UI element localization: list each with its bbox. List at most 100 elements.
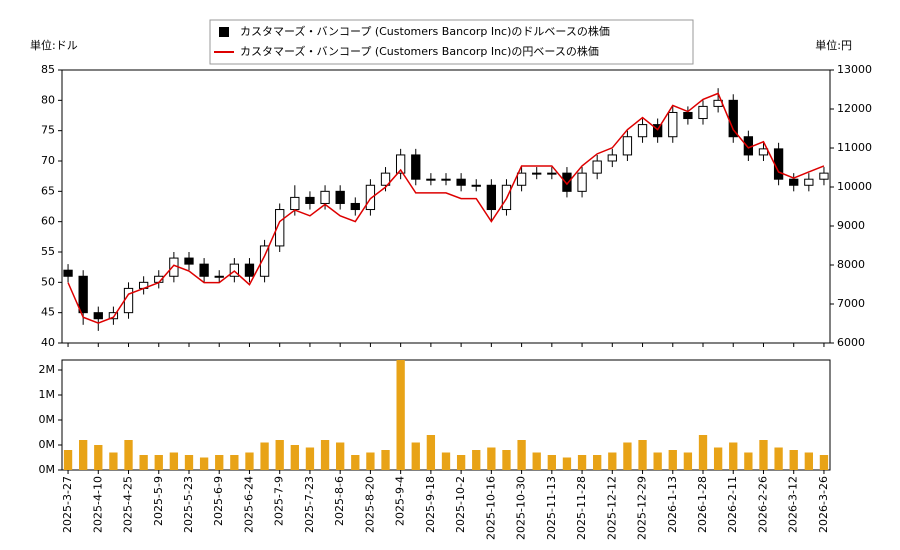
candle-body [63, 269, 73, 277]
volume-bar [411, 442, 420, 470]
candle-body [456, 178, 466, 186]
volume-bar [517, 440, 526, 470]
candle-body [683, 111, 693, 120]
volume-bar [608, 452, 617, 470]
candle-body [607, 154, 617, 162]
candle-body [804, 178, 814, 186]
volume-y-tick-label: 1M [39, 388, 56, 401]
volume-bar [245, 452, 254, 470]
y-tick-label: 85 [41, 63, 55, 76]
x-tick-label: 2025-12-29 [636, 476, 649, 540]
volume-bar [215, 455, 224, 470]
y2-tick-label: 11000 [837, 141, 872, 154]
volume-bar [593, 455, 602, 470]
candle-body [592, 160, 602, 174]
x-tick-label: 2025-3-27 [61, 476, 74, 533]
candle-body [380, 172, 391, 186]
volume-bar [456, 455, 466, 470]
x-tick-label: 2026-1-13 [666, 476, 679, 533]
x-tick-label: 2025-4-25 [122, 476, 135, 533]
y-tick-label: 75 [41, 124, 55, 137]
x-tick-label: 2025-10-2 [454, 476, 467, 533]
volume-y-tick-label: 2M [39, 363, 56, 376]
y2-tick-label: 6000 [837, 336, 865, 349]
candle-body [819, 172, 829, 180]
y-tick-label: 50 [41, 275, 55, 288]
volume-bar [290, 445, 299, 470]
candle-body [426, 178, 436, 181]
x-tick-label: 2025-11-28 [575, 476, 588, 540]
legend-marker [219, 27, 229, 37]
volume-bar [381, 450, 390, 470]
volume-bar [698, 435, 708, 470]
y-tick-label: 45 [41, 306, 55, 319]
y-tick-label: 55 [41, 245, 55, 258]
volume-bar [441, 452, 451, 470]
volume-bar [139, 455, 148, 470]
volume-bar [487, 447, 496, 470]
x-tick-label: 2025-10-30 [515, 476, 528, 540]
volume-bar [623, 442, 632, 470]
x-tick-label: 2025-7-23 [303, 476, 316, 533]
y2-tick-label: 9000 [837, 219, 865, 232]
candle-body [668, 111, 678, 138]
candle-body [698, 105, 708, 120]
x-tick-label: 2025-5-9 [152, 476, 165, 526]
candle-body [275, 209, 285, 247]
volume-bar [184, 455, 194, 470]
y-tick-label: 80 [41, 93, 55, 106]
x-tick-label: 2025-10-16 [484, 476, 497, 540]
candle-body [184, 257, 194, 265]
candle-body [758, 148, 769, 156]
candle-body [743, 136, 754, 156]
volume-bar [275, 440, 284, 470]
volume-bar [653, 452, 662, 470]
y-axis-label: 単位:ドル [30, 38, 78, 52]
x-tick-label: 2026-3-26 [817, 476, 830, 533]
x-tick-label: 2025-4-10 [91, 476, 104, 533]
candle-body [789, 178, 799, 186]
volume-bar [320, 440, 330, 470]
volume-bar [305, 447, 315, 470]
candle-body [199, 263, 209, 277]
candle-body [516, 172, 527, 186]
volume-bar [638, 440, 647, 470]
volume-bar [154, 455, 163, 470]
y-tick-label: 60 [41, 215, 55, 228]
candle-body [411, 154, 421, 180]
volume-bar [230, 455, 239, 470]
candle-body [486, 184, 497, 211]
candle-body [577, 172, 587, 192]
volume-bar [426, 435, 436, 470]
volume-bar [774, 447, 783, 470]
y-tick-label: 40 [41, 336, 55, 349]
candle-body [365, 184, 376, 211]
x-tick-label: 2025-5-23 [182, 476, 195, 533]
candle-body [290, 196, 300, 211]
volume-y-tick-label: 0M [39, 413, 56, 426]
candle-body [547, 172, 557, 175]
volume-bar [94, 445, 103, 470]
x-tick-label: 2025-6-24 [242, 476, 255, 533]
candle-body [728, 99, 738, 138]
volume-bar [124, 440, 133, 470]
volume-bar [744, 452, 753, 470]
volume-bar [683, 452, 693, 470]
volume-y-tick-label: 0M [39, 438, 56, 451]
volume-bar [729, 442, 738, 470]
candle-body [305, 196, 315, 204]
y-tick-label: 70 [41, 154, 55, 167]
volume-bar [472, 450, 481, 470]
candle-body [441, 178, 451, 181]
volume-bar [804, 452, 813, 470]
x-tick-label: 2026-3-12 [787, 476, 800, 533]
x-tick-label: 2026-1-28 [696, 476, 709, 533]
candle-body [652, 124, 663, 138]
y-tick-label: 65 [41, 184, 55, 197]
y2-tick-label: 7000 [837, 297, 865, 310]
y2-tick-label: 13000 [837, 63, 872, 76]
candle-body [78, 275, 88, 314]
y2-axis-label: 単位:円 [815, 38, 852, 52]
candle-body [108, 312, 119, 320]
